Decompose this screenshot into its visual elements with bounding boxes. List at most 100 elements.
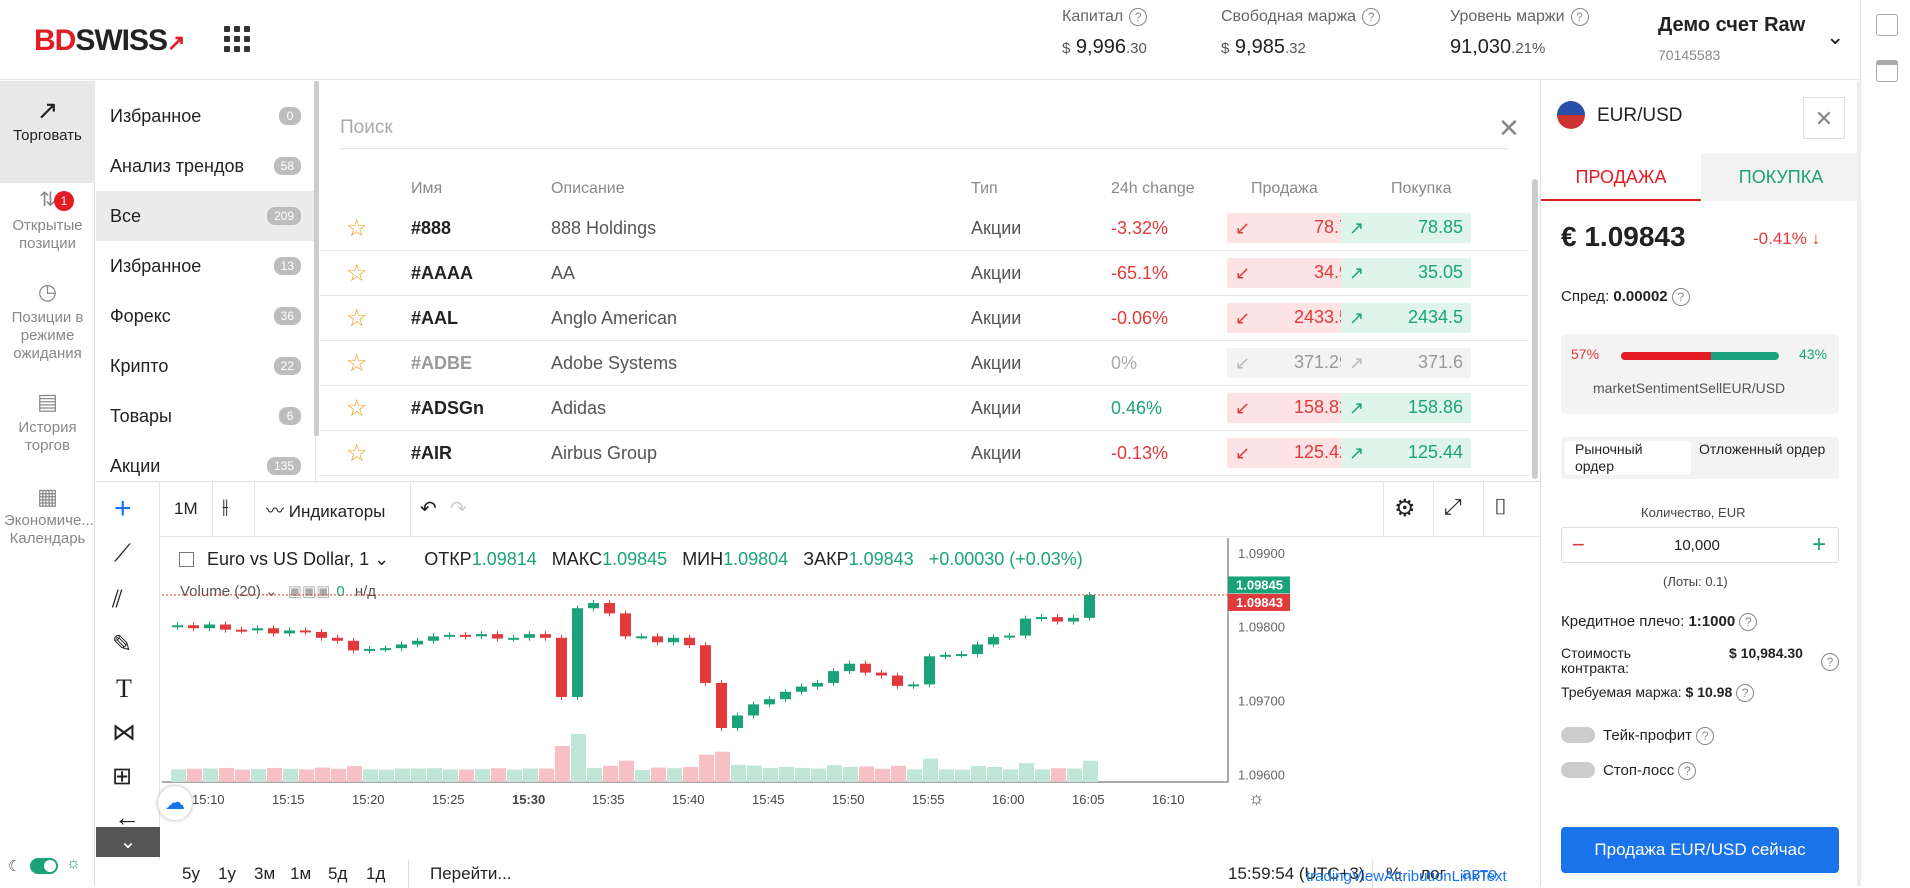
- notes-icon[interactable]: [1876, 14, 1898, 36]
- table-row[interactable]: ☆ #ADBE Adobe Systems Акции 0% ↙ 371.29 ↗ 371.6: [318, 341, 1528, 386]
- buy-price-button[interactable]: ↗ 78.85: [1341, 213, 1471, 243]
- goto-button[interactable]: Перейти...: [430, 864, 512, 883]
- pending-order-option[interactable]: Отложенный ордер: [1699, 441, 1826, 457]
- collapse-icon[interactable]: ⌄: [96, 827, 160, 857]
- percent-toggle[interactable]: %: [1386, 864, 1402, 883]
- star-icon[interactable]: ☆: [346, 215, 368, 242]
- sell-price-button[interactable]: ↙ 78.7: [1227, 213, 1357, 243]
- auto-toggle[interactable]: авто: [1462, 864, 1498, 883]
- nav-trade[interactable]: ↗ Торговать: [0, 81, 95, 183]
- sell-price-button[interactable]: ↙ 34.9: [1227, 258, 1357, 288]
- table-row[interactable]: ☆ #AIR Airbus Group Акции -0.13% ↙ 125.42 ↗ 125.…: [318, 431, 1528, 476]
- star-icon[interactable]: ☆: [346, 260, 368, 287]
- chevron-down-icon[interactable]: ⌄: [1826, 24, 1845, 49]
- header-name[interactable]: Имя: [411, 180, 443, 197]
- sell-price-button[interactable]: ↙ 371.29: [1227, 348, 1357, 378]
- price-chart[interactable]: 1.09900 1.09800 1.09700 1.09600 1.09845 1.098…: [162, 538, 1542, 860]
- text-icon[interactable]: T: [116, 674, 132, 703]
- measure-icon[interactable]: ⊞: [112, 763, 133, 790]
- minus-icon[interactable]: −: [1572, 532, 1585, 557]
- help-icon[interactable]: ?: [1736, 684, 1755, 702]
- help-icon[interactable]: ?: [1821, 653, 1839, 671]
- range-5y[interactable]: 5y: [182, 864, 200, 883]
- chart-time[interactable]: 15:59:54 (UTC+3): [1228, 864, 1365, 883]
- help-icon[interactable]: ?: [1671, 288, 1690, 306]
- fullscreen-icon[interactable]: ⤢: [1444, 494, 1462, 519]
- candle-type-icon[interactable]: ⫲: [222, 496, 229, 518]
- range-1d[interactable]: 1д: [366, 864, 386, 883]
- log-toggle[interactable]: лог: [1420, 864, 1446, 883]
- apps-grid-icon[interactable]: [224, 26, 250, 52]
- sell-price-button[interactable]: ↙ 158.82: [1227, 393, 1357, 423]
- attribution-link[interactable]: tradingViewAttributionLinkText: [1306, 868, 1507, 885]
- settings-icon[interactable]: ⚙: [1394, 495, 1416, 522]
- category-item[interactable]: Акции 135: [96, 441, 315, 491]
- indicators-button[interactable]: 〰 Индикаторы: [266, 501, 386, 521]
- axis-settings-icon[interactable]: ☼: [1248, 788, 1265, 808]
- category-item[interactable]: Все 209: [96, 191, 315, 241]
- help-icon[interactable]: ?: [1678, 762, 1697, 780]
- cloud-icon[interactable]: ☁: [158, 786, 192, 820]
- buy-price-button[interactable]: ↗ 158.86: [1341, 393, 1471, 423]
- nav-calendar[interactable]: ▦ Экономиче... Календарь: [0, 486, 95, 578]
- chart-title[interactable]: Euro vs US Dollar, 1: [207, 549, 370, 569]
- category-item[interactable]: Избранное 0: [96, 91, 315, 141]
- header-desc[interactable]: Описание: [551, 180, 625, 197]
- collapse-legend-icon[interactable]: [179, 552, 194, 567]
- help-icon[interactable]: ?: [1362, 8, 1381, 26]
- pattern-icon[interactable]: ⋈: [112, 719, 136, 746]
- undo-icon[interactable]: ↶: [420, 498, 437, 520]
- help-icon[interactable]: ?: [1739, 613, 1758, 631]
- nav-open-positions[interactable]: ⇅ 1 Открытые позиции: [0, 183, 95, 283]
- nav-history[interactable]: ▤ История торгов: [0, 391, 95, 488]
- table-row[interactable]: ☆ #ADSGn Adidas Акции 0.46% ↙ 158.82 ↗ 158.86: [318, 386, 1528, 431]
- buy-price-button[interactable]: ↗ 35.05: [1341, 258, 1471, 288]
- table-scrollbar[interactable]: [1532, 179, 1538, 479]
- buy-price-button[interactable]: ↗ 125.44: [1341, 438, 1471, 468]
- tab-buy[interactable]: ПОКУПКА: [1701, 153, 1861, 201]
- buy-price-button[interactable]: ↗ 371.6: [1341, 348, 1471, 378]
- volume-legend[interactable]: Volume (20) ⌄ ▣▣▣ 0 н/д: [180, 583, 377, 600]
- header-sell[interactable]: Продажа: [1251, 180, 1318, 197]
- help-icon[interactable]: ?: [1570, 8, 1589, 26]
- stop-loss-toggle[interactable]: [1561, 762, 1595, 778]
- redo-icon[interactable]: ↷: [450, 498, 467, 520]
- fib-icon[interactable]: ⫽: [112, 586, 123, 613]
- close-icon[interactable]: ✕: [1498, 113, 1520, 143]
- header-change[interactable]: 24h change: [1111, 180, 1195, 197]
- account-switcher[interactable]: Демо счет Raw 70145583: [1658, 14, 1805, 63]
- calendar-side-icon[interactable]: [1876, 60, 1898, 82]
- star-icon[interactable]: ☆: [346, 305, 368, 332]
- nav-pending[interactable]: ◷ Позиции в режиме ожидания: [0, 281, 95, 393]
- range-1y[interactable]: 1y: [218, 864, 236, 883]
- theme-toggle[interactable]: [30, 858, 58, 874]
- tab-sell[interactable]: ПРОДАЖА: [1541, 153, 1701, 201]
- star-icon[interactable]: ☆: [346, 440, 368, 467]
- star-icon[interactable]: ☆: [346, 350, 368, 377]
- camera-icon[interactable]: ⌷: [1494, 494, 1508, 519]
- crosshair-icon[interactable]: +: [114, 492, 132, 525]
- category-item[interactable]: Избранное 13: [96, 241, 315, 291]
- plus-icon[interactable]: +: [1812, 531, 1827, 558]
- interval-button[interactable]: 1M: [174, 499, 198, 518]
- category-item[interactable]: Крипто 22: [96, 341, 315, 391]
- submit-order-button[interactable]: Продажа EUR/USD сейчас: [1561, 827, 1839, 873]
- help-icon[interactable]: ?: [1696, 727, 1715, 745]
- brand-logo[interactable]: BDSWISS↗: [34, 24, 185, 57]
- search-input[interactable]: Поиск: [340, 111, 1508, 149]
- category-item[interactable]: Форекс 36: [96, 291, 315, 341]
- header-buy[interactable]: Покупка: [1391, 180, 1452, 197]
- star-icon[interactable]: ☆: [346, 395, 368, 422]
- category-item[interactable]: Анализ трендов 58: [96, 141, 315, 191]
- sell-price-button[interactable]: ↙ 2433.5: [1227, 303, 1357, 333]
- table-row[interactable]: ☆ #888 888 Holdings Акции -3.32% ↙ 78.7 ↗ 78.85: [318, 206, 1528, 251]
- market-order-option[interactable]: Рыночный ордер: [1565, 441, 1691, 475]
- range-3m[interactable]: 3м: [254, 864, 276, 883]
- buy-price-button[interactable]: ↗ 2434.5: [1341, 303, 1471, 333]
- help-icon[interactable]: ?: [1129, 8, 1148, 26]
- table-row[interactable]: ☆ #AAL Anglo American Акции -0.06% ↙ 2433.5 ↗ 24…: [318, 296, 1528, 341]
- quantity-input[interactable]: 10,000: [1674, 537, 1720, 554]
- take-profit-toggle[interactable]: [1561, 727, 1595, 743]
- table-row[interactable]: ☆ #AAAA AA Акции -65.1% ↙ 34.9 ↗ 35.05: [318, 251, 1528, 296]
- close-panel-icon[interactable]: ✕: [1803, 97, 1845, 139]
